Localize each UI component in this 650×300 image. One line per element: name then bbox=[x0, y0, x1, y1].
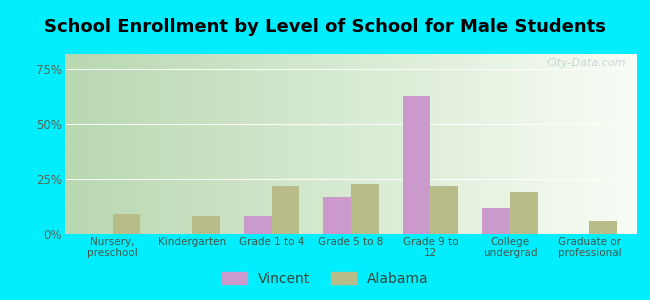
Bar bbox=[590, 221, 617, 234]
Bar bbox=[482, 208, 510, 234]
Bar bbox=[112, 214, 140, 234]
Bar bbox=[323, 197, 351, 234]
Text: City-Data.com: City-Data.com bbox=[546, 58, 625, 68]
Legend: Vincent, Alabama: Vincent, Alabama bbox=[217, 268, 433, 290]
Bar bbox=[351, 184, 379, 234]
Bar bbox=[192, 216, 220, 234]
Bar bbox=[430, 186, 458, 234]
Bar bbox=[510, 192, 538, 234]
Bar bbox=[272, 186, 300, 234]
Bar bbox=[402, 96, 430, 234]
Text: School Enrollment by Level of School for Male Students: School Enrollment by Level of School for… bbox=[44, 18, 606, 36]
Bar bbox=[244, 216, 272, 234]
